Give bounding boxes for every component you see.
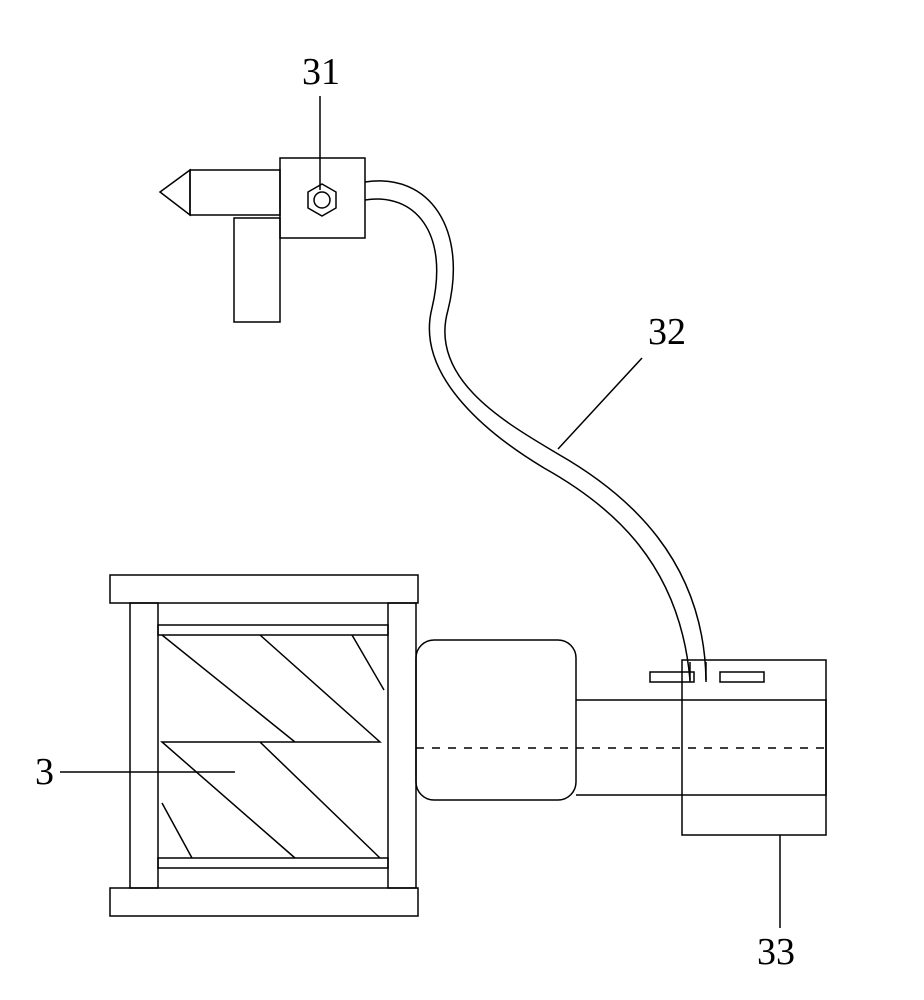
top-plate (110, 575, 418, 603)
right-post (388, 603, 416, 888)
label-32: 32 (648, 310, 686, 354)
cap-slot-right (720, 672, 764, 682)
spool-top (158, 625, 388, 635)
hex-bolt-outer (308, 184, 336, 216)
top-unit (160, 158, 365, 322)
label-31: 31 (302, 50, 340, 94)
left-post (130, 603, 158, 888)
nozzle-tip (160, 170, 190, 215)
motor-block (416, 640, 576, 800)
tube-inner (365, 199, 690, 680)
hex-bolt-inner (314, 192, 330, 208)
winding-zigzag (162, 635, 384, 858)
main-block (280, 158, 365, 238)
spool-bottom (158, 858, 388, 868)
diagram-root (60, 96, 826, 928)
cap-slot-left (650, 672, 694, 682)
base-unit (110, 575, 826, 916)
nozzle-body (190, 170, 280, 215)
lower-block (234, 218, 280, 322)
label-33: 33 (757, 930, 795, 974)
label-3: 3 (35, 750, 54, 794)
bottom-plate (110, 888, 418, 916)
leader-32 (558, 358, 642, 449)
